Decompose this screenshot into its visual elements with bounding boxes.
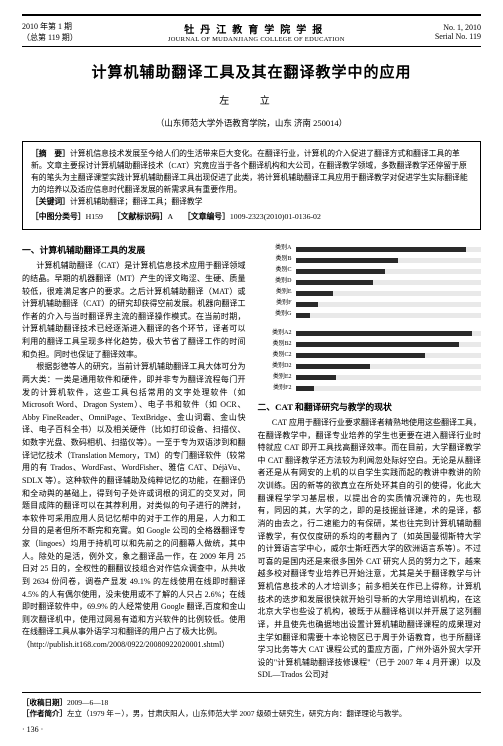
artno-value: 1009-2323(2010)01-0136-02 [230, 212, 321, 221]
section2-p1: CAT 应用于翻译行业要求翻译者精熟地使用这些翻译工具，在翻译教学中，翻译专业培… [258, 417, 482, 682]
serial-en: Serial No. 119 [435, 32, 481, 41]
chart-bar-label: 类别F2 [258, 384, 292, 393]
chart-bar [296, 313, 311, 318]
chart-bar-row: 类别C2 [258, 351, 482, 360]
clc-value: H159 [86, 212, 103, 221]
artno-label: ［文章编号］ [183, 212, 230, 221]
chart-bar-track [296, 247, 482, 252]
section1-heading: 一、计算机辅助翻译工具的发展 [22, 244, 246, 258]
keywords-label: ［关键词］ [31, 197, 70, 206]
right-column: 类别A 类别B 类别C 类别D 类别E 类别F 类别G 类别A2 类别B2 类别C2 类别D2 类别E… [258, 240, 482, 682]
chart-bar-row: 类别A [258, 244, 482, 253]
chart-bar-track [296, 342, 482, 347]
left-column: 一、计算机辅助翻译工具的发展 计算机辅助翻译（CAT）是计算机信息技术应用于翻译… [22, 240, 246, 682]
masthead-center: 牡丹江教育学院学报 JOURNAL OF MUDANJIANG COLLEGE … [78, 21, 435, 43]
chart-bar-label: 类别A2 [258, 329, 292, 338]
chart-bar-label: 类别A [258, 244, 292, 253]
chart-bar-label: 类别G [258, 310, 292, 319]
chart-bar-track [296, 269, 482, 274]
journal-title-en: JOURNAL OF MUDANJIANG COLLEGE OF EDUCATI… [78, 36, 435, 43]
journal-title-cn: 牡丹江教育学院学报 [78, 21, 435, 36]
chart-bar-label: 类别B2 [258, 340, 292, 349]
section2-heading: 二、CAT 和翻译研究与教学的现状 [258, 401, 482, 415]
chart-bar-label: 类别E2 [258, 373, 292, 382]
chart-bar [296, 375, 337, 380]
abstract-text: 计算机信息技术发展至今给人们的生活带来巨大变化。在翻译行业，计算机的介入促进了翻… [31, 149, 468, 194]
masthead-divider [22, 46, 481, 47]
footer-block: ［收稿日期］2009—6—18 ［作者简介］左立（1979 年－），男，甘肃庆阳… [22, 692, 481, 736]
chart-bar-track [296, 386, 482, 391]
page-root: { "masthead": { "left_line1": "2010 年第 1… [0, 0, 503, 746]
chart-bar-row: 类别D2 [258, 362, 482, 371]
chart-bar-track [296, 375, 482, 380]
chart-bar-track [296, 258, 482, 263]
doccode-label: ［文献标识码］ [113, 212, 168, 221]
chart-bar-track [296, 353, 482, 358]
issue-en: No. 1, 2010 [435, 23, 481, 32]
chart-bar-row: 类别F2 [258, 384, 482, 393]
page-number: · 136 · [22, 724, 481, 736]
chart-bar [296, 331, 472, 336]
article-title: 计算机辅助翻译工具及其在翻译教学中的应用 [22, 61, 481, 82]
chart-bar [296, 291, 333, 296]
masthead: 2010 年第 1 期 （总第 119 期） 牡丹江教育学院学报 JOURNAL… [22, 18, 481, 46]
chart-bar-label: 类别D2 [258, 362, 292, 371]
keywords-text: 计算机辅助翻译；翻译工具；翻译教学 [70, 197, 203, 206]
chart-bar [296, 342, 459, 347]
section1-p1: 计算机辅助翻译（CAT）是计算机信息技术应用于翻译领域的结晶。早期的机器翻译（M… [22, 260, 246, 361]
chart-bar-row: 类别G [258, 310, 482, 319]
body-columns: 一、计算机辅助翻译工具的发展 计算机辅助翻译（CAT）是计算机信息技术应用于翻译… [22, 240, 481, 682]
chart-bar-track [296, 331, 482, 336]
author-affiliation: （山东师范大学外语教育学院，山东 济南 250014） [22, 117, 481, 129]
abstract-label: ［摘 要］ [31, 149, 70, 158]
chart-bar-row: 类别E2 [258, 373, 482, 382]
chart-bar [296, 353, 426, 358]
top-rule [22, 14, 481, 16]
section1-p2: 根据彭德等人的研究，当前计算机辅助翻译工具大体可分为两大类：一类是通用软件和硬件… [22, 361, 246, 639]
chart-bar-track [296, 302, 482, 307]
doccode-value: A [167, 212, 173, 221]
chart-bar [296, 280, 374, 285]
bar-chart: 类别A 类别B 类别C 类别D 类别E 类别F 类别G 类别A2 类别B2 类别C2 类别D2 类别E… [258, 244, 482, 393]
chart-bar-row: 类别E [258, 288, 482, 297]
authorbio-text: 左立（1979 年－），男，甘肃庆阳人，山东师范大学 2007 级硕士研究生，研… [67, 709, 406, 718]
chart-bar [296, 364, 370, 369]
chart-bar-row: 类别F [258, 299, 482, 308]
chart-bar-track [296, 364, 482, 369]
abstract-box: ［摘 要］计算机信息技术发展至今给人们的生活带来巨大变化。在翻译行业，计算机的介… [22, 141, 481, 230]
chart-bar-row: 类别D [258, 277, 482, 286]
issue-line: 2010 年第 1 期 [22, 21, 78, 32]
chart-bar [296, 386, 315, 391]
chart-bar-track [296, 291, 482, 296]
chart-bar-track [296, 313, 482, 318]
masthead-left: 2010 年第 1 期 （总第 119 期） [22, 21, 78, 43]
chart-bar-row: 类别B2 [258, 340, 482, 349]
masthead-right: No. 1, 2010 Serial No. 119 [435, 23, 481, 41]
chart-bar-track [296, 280, 482, 285]
chart-bar-label: 类别C2 [258, 351, 292, 360]
chart-bar [296, 269, 385, 274]
chart-bar-label: 类别E [258, 288, 292, 297]
recv-date: 2009—6—18 [67, 698, 108, 707]
recv-label: ［收稿日期］ [22, 698, 67, 707]
chart-bar-label: 类别C [258, 266, 292, 275]
clc-label: ［中图分类号］ [31, 212, 86, 221]
chart-bar-label: 类别D [258, 277, 292, 286]
chart-bar [296, 247, 467, 252]
serial-line: （总第 119 期） [22, 32, 78, 43]
chart-bar-row: 类别C [258, 266, 482, 275]
chart-bar [296, 302, 318, 307]
chart-bar-row: 类别A2 [258, 329, 482, 338]
chart-bar-row: 类别B [258, 255, 482, 264]
author-name: 左 立 [22, 92, 481, 107]
section1-link: （http://publish.it168.com/2008/0922/2008… [22, 639, 246, 652]
authorbio-label: ［作者简介］ [22, 709, 67, 718]
chart-bar [296, 258, 398, 263]
chart-bar-label: 类别B [258, 255, 292, 264]
chart-bar-label: 类别F [258, 299, 292, 308]
